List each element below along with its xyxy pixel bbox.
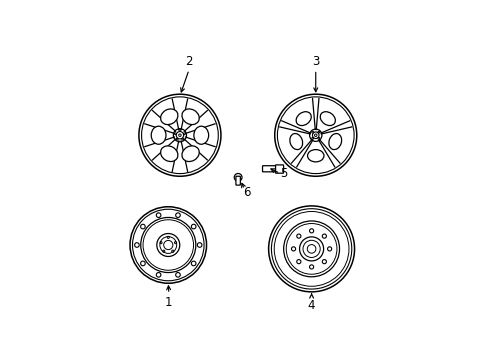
- Ellipse shape: [182, 109, 199, 125]
- Ellipse shape: [296, 112, 311, 126]
- Ellipse shape: [182, 146, 199, 162]
- FancyBboxPatch shape: [235, 176, 240, 185]
- FancyBboxPatch shape: [275, 165, 283, 173]
- Ellipse shape: [307, 150, 323, 162]
- Ellipse shape: [289, 134, 302, 150]
- Ellipse shape: [328, 134, 341, 150]
- Text: 1: 1: [165, 296, 172, 309]
- Text: 6: 6: [243, 186, 250, 199]
- Ellipse shape: [320, 112, 335, 126]
- Text: 5: 5: [279, 167, 286, 180]
- Ellipse shape: [160, 146, 178, 162]
- FancyBboxPatch shape: [262, 166, 280, 172]
- Ellipse shape: [151, 126, 165, 144]
- Ellipse shape: [160, 109, 178, 125]
- Text: 3: 3: [311, 55, 319, 68]
- Text: 4: 4: [307, 299, 315, 312]
- Text: 2: 2: [185, 55, 192, 68]
- Ellipse shape: [193, 126, 208, 144]
